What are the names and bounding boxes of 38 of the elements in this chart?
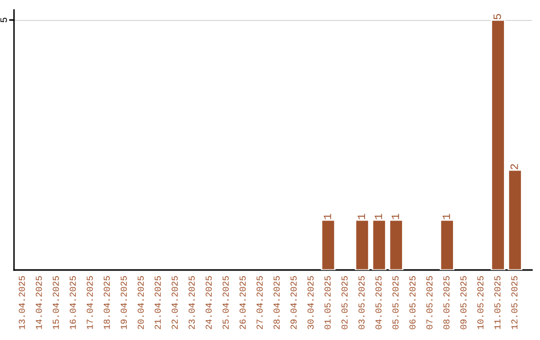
x-tick-label: 09.05.2025 (460, 276, 466, 330)
x-tick-label: 14.04.2025 (36, 276, 42, 330)
x-tick-label: 11.05.2025 (494, 276, 500, 330)
x-tick-label: 19.04.2025 (120, 276, 127, 330)
data-label: 1 (392, 214, 400, 220)
data-label: 1 (324, 214, 332, 220)
x-tick-label: 02.05.2025 (341, 276, 348, 330)
x-tick-label: 28.04.2025 (274, 276, 280, 330)
x-tick-label: 07.05.2025 (426, 276, 433, 330)
x-tick-label: 12.05.2025 (511, 276, 518, 330)
x-tick-label: 30.04.2025 (308, 276, 314, 330)
x-tick-label: 21.04.2025 (154, 276, 161, 330)
x-tick-label: 13.04.2025 (18, 276, 25, 330)
data-label: 1 (374, 214, 382, 220)
x-tick-label: 10.05.2025 (477, 276, 484, 330)
x-tick-label: 03.05.2025 (358, 276, 365, 330)
data-label: 2 (510, 164, 518, 170)
x-tick-label: 24.04.2025 (206, 276, 212, 330)
x-tick-label: 15.04.2025 (52, 276, 59, 330)
x-tick-label: 17.04.2025 (86, 276, 93, 330)
x-tick-label: 16.04.2025 (70, 276, 76, 330)
data-label: 1 (358, 214, 366, 220)
data-label: 5 (494, 14, 502, 20)
x-tick-label: 06.05.2025 (409, 276, 416, 330)
data-label: 1 (442, 214, 450, 220)
x-tick-label: 29.04.2025 (290, 276, 297, 330)
ref-line-label: 5 (0, 18, 7, 22)
x-tick-label: 08.05.2025 (443, 276, 450, 330)
x-tick-label: 18.04.2025 (104, 276, 110, 330)
x-tick-label: 26.04.2025 (240, 276, 246, 330)
x-tick-label: 20.04.2025 (138, 276, 144, 330)
x-tick-label: 27.04.2025 (256, 276, 263, 330)
x-tick-label: 05.05.2025 (392, 276, 399, 330)
x-tick-label: 04.05.2025 (375, 276, 382, 330)
x-tick-label: 22.04.2025 (172, 276, 178, 330)
x-tick-label: 01.05.2025 (324, 276, 331, 330)
x-tick-label: 25.04.2025 (222, 276, 229, 330)
x-tick-label: 23.04.2025 (188, 276, 195, 330)
